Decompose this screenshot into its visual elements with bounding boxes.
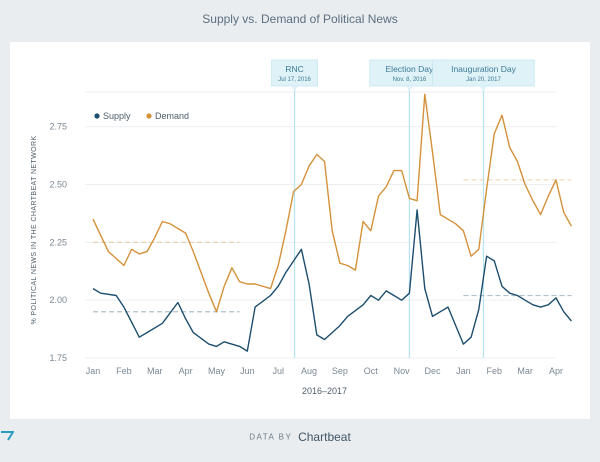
x-tick-label: Mar: [517, 366, 533, 376]
legend-marker-supply: [94, 113, 100, 119]
legend-marker-demand: [146, 113, 152, 119]
chart-title: Supply vs. Demand of Political News: [202, 12, 398, 26]
event-label: Inauguration Day: [451, 64, 516, 74]
y-tick-label: 2.25: [49, 237, 67, 247]
x-tick-label: Oct: [364, 366, 379, 376]
x-tick-label: Jan: [86, 366, 101, 376]
x-tick-label: Apr: [549, 366, 563, 376]
x-axis-title: 2016–2017: [302, 386, 347, 396]
event-date: Nov. 8, 2016: [393, 77, 427, 83]
data-by-label: DATA BY: [249, 432, 293, 442]
event-box-pointer: [405, 86, 414, 91]
x-tick-label: Feb: [487, 366, 503, 376]
x-tick-label: Dec: [425, 366, 442, 376]
x-tick-label: Jul: [272, 366, 284, 376]
x-tick-label: Jun: [240, 366, 255, 376]
chartbeat-logo-icon: [1, 431, 14, 441]
x-tick-label: Nov: [394, 366, 411, 376]
legend-label-demand: Demand: [155, 111, 189, 121]
chart-card: [10, 42, 590, 419]
y-tick-label: 2.50: [49, 180, 67, 190]
event-box: [432, 59, 535, 87]
footer: DATA BY Chartbeat: [0, 430, 600, 444]
y-tick-label: 2.00: [49, 295, 67, 305]
event-box-pointer: [290, 86, 299, 91]
series-line-supply: [92, 209, 572, 352]
x-tick-label: Sep: [332, 366, 348, 376]
y-tick-label: 1.75: [49, 353, 67, 363]
event-label: RNC: [285, 64, 303, 74]
y-tick-label: 2.75: [49, 122, 67, 132]
series-line-demand: [92, 93, 573, 313]
brand-name: Chartbeat: [298, 430, 351, 444]
legend-label-supply: Supply: [103, 111, 131, 121]
y-axis-title: % POLITICAL NEWS IN THE CHARTBEAT NETWOR…: [31, 135, 38, 324]
event-date: Jan 20, 2017: [466, 77, 501, 83]
x-tick-label: Mar: [147, 366, 163, 376]
x-tick-label: May: [208, 366, 226, 376]
x-tick-label: Apr: [179, 366, 193, 376]
event-date: Jul 17, 2016: [278, 77, 311, 83]
event-label: Election Day: [386, 64, 434, 74]
event-box-pointer: [479, 86, 488, 91]
x-tick-label: Jan: [456, 366, 471, 376]
x-tick-label: Aug: [301, 366, 317, 376]
event-box: [271, 59, 318, 87]
x-tick-label: Feb: [116, 366, 132, 376]
